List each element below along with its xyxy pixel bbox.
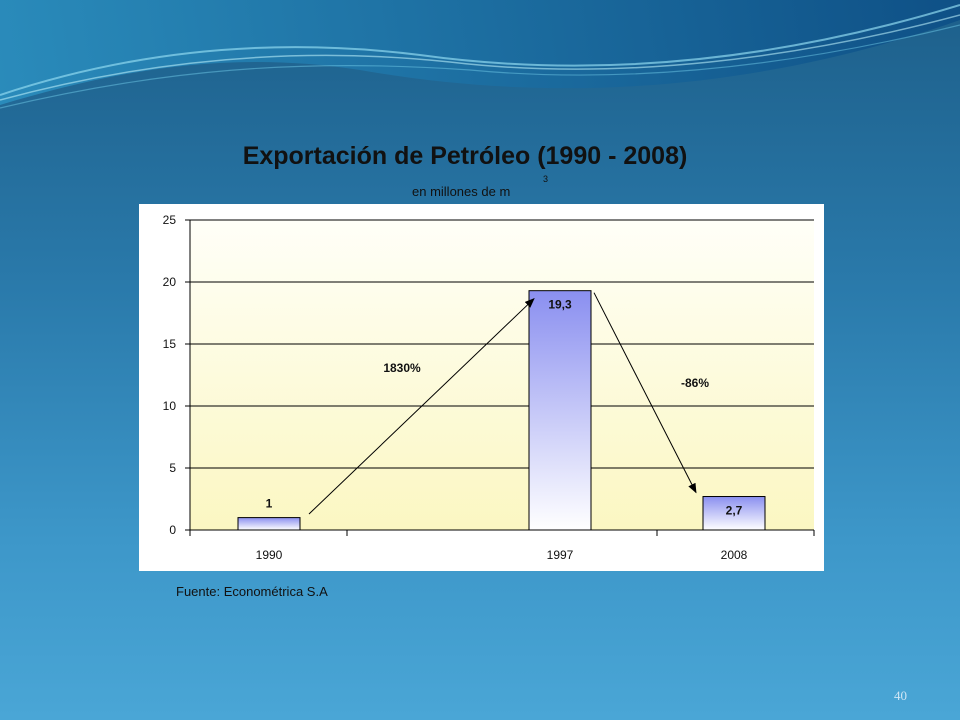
y-tick-label: 0 [169, 523, 176, 537]
data-label: 2,7 [726, 504, 743, 518]
y-tick-label: 5 [169, 461, 176, 475]
data-label: 1 [266, 497, 273, 511]
chart-subtitle-superscript: 3 [543, 174, 549, 184]
y-tick-label: 25 [163, 213, 177, 227]
bar-chart: 0 5 10 15 20 25 1990 1 1997 19,3 2008 2,7 1830% -86… [139, 204, 824, 571]
decline-arrow [593, 292, 697, 494]
chart-subtitle: en millones de m [412, 184, 511, 199]
annotation-label: -86% [681, 376, 709, 390]
y-tick-label: 20 [163, 275, 177, 289]
growth-arrow [308, 297, 535, 515]
x-tick-label: 1997 [547, 548, 574, 562]
annotation-label: 1830% [383, 361, 421, 375]
bar [237, 517, 301, 531]
x-tick-label: 2008 [721, 548, 748, 562]
plot-area [190, 220, 814, 530]
page-number: 40 [894, 688, 907, 703]
x-tick-label: 1990 [256, 548, 283, 562]
bar [528, 290, 592, 531]
data-label: 19,3 [548, 298, 572, 312]
source-note: Fuente: Econométrica S.A [176, 584, 328, 599]
bar [702, 496, 766, 531]
chart-title: Exportación de Petróleo (1990 - 2008) [242, 142, 688, 170]
y-tick-label: 10 [163, 399, 177, 413]
y-tick-label: 15 [163, 337, 177, 351]
